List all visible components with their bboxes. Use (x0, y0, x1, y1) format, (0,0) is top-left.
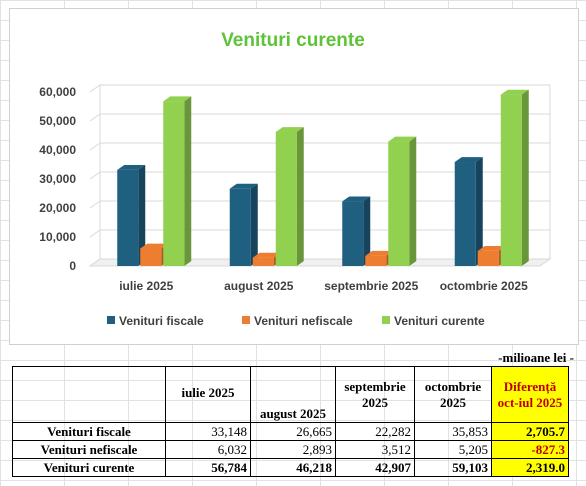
legend-swatch (382, 316, 390, 324)
bar-side (250, 183, 258, 266)
data-table: iulie 2025 august 2025 septembrie 2025 o… (12, 366, 569, 477)
x-tick-label: septembrie 2025 (324, 279, 418, 293)
bar-top (140, 243, 169, 249)
table-header-empty (12, 366, 166, 423)
row-label: Venituri curente (12, 458, 166, 477)
bar (252, 257, 274, 266)
table-header-col: octombrie 2025 (414, 366, 492, 423)
bar-top (117, 164, 146, 170)
bar-chart: Venituri curente 0 10,000 20,000 30,000 40,00… (39, 30, 552, 328)
x-tick-label: august 2025 (224, 279, 294, 293)
table-cell: 2,893 (250, 440, 336, 459)
bar (500, 94, 522, 266)
table-cell: 6,032 (165, 440, 251, 459)
unit-note: -milioane lei - (498, 350, 574, 365)
bar (229, 188, 251, 266)
bar-top (252, 252, 281, 258)
table-cell: 56,784 (165, 458, 251, 477)
table-cell: 46,218 (250, 458, 336, 477)
legend-label: Venituri curente (394, 314, 485, 328)
bar (388, 141, 410, 266)
bar-side (296, 127, 304, 266)
table-cell: 22,282 (335, 422, 415, 441)
table-row: Venituri fiscale 33,148 26,665 22,282 35… (12, 422, 569, 441)
bar-side (138, 164, 146, 266)
table-cell: 35,853 (414, 422, 492, 441)
bar (140, 248, 162, 266)
table-row: Venituri nefiscale 6,032 2,893 3,512 5,2… (12, 440, 569, 459)
table-cell: 59,103 (414, 458, 492, 477)
gridline-depth (89, 200, 101, 209)
x-tick-label: octombrie 2025 (440, 279, 528, 293)
gridline-depth (89, 142, 101, 151)
y-tick-label: 40,000 (39, 143, 76, 157)
bar-side (409, 136, 417, 266)
bar-side (184, 96, 192, 267)
table-cell: 33,148 (165, 422, 251, 441)
diff-cell: -827.3 (491, 440, 569, 459)
row-label: Venituri nefiscale (12, 440, 166, 459)
bar-top (275, 127, 304, 132)
legend-label: Venituri nefiscale (254, 314, 353, 328)
bar (477, 250, 499, 266)
legend-label: Venituri fiscale (119, 314, 204, 328)
gridline-depth (89, 229, 101, 238)
table-cell: 5,205 (414, 440, 492, 459)
table-header-col: august 2025 (250, 366, 336, 423)
bar-top (163, 96, 192, 102)
chart-area: Venituri curente 0 10,000 20,000 30,000 40,00… (9, 8, 579, 345)
bar-top (500, 89, 529, 95)
row-label: Venituri fiscale (12, 422, 166, 441)
y-tick-label: 0 (69, 259, 76, 273)
gridline-depth (89, 84, 101, 93)
bar-top (342, 196, 371, 202)
bar-top (388, 136, 417, 142)
y-tick-label: 20,000 (39, 201, 76, 215)
table-header-diff: Diferență oct-iul 2025 (491, 366, 569, 423)
gridline-depth (89, 258, 101, 267)
bar-top (454, 157, 483, 163)
bar-top (365, 250, 394, 256)
table-cell: 42,907 (335, 458, 415, 477)
diff-cell: 2,705.7 (491, 422, 569, 441)
bar-top (477, 246, 506, 251)
bar (163, 101, 185, 266)
table-cell: 26,665 (250, 422, 336, 441)
y-tick-label: 10,000 (39, 230, 76, 244)
bar (454, 162, 476, 266)
bar-side (363, 196, 371, 266)
table-cell: 3,512 (335, 440, 415, 459)
x-tick-label: iulie 2025 (119, 279, 173, 293)
table-header-col: iulie 2025 (165, 366, 251, 423)
bar-top (229, 183, 258, 189)
diff-cell: 2,319.0 (491, 458, 569, 477)
bar (365, 255, 387, 266)
legend-swatch (242, 316, 250, 324)
bar-side (521, 89, 529, 267)
chart-title: Venituri curente (221, 30, 365, 51)
bar (117, 169, 139, 266)
bar (342, 201, 364, 266)
bar (275, 131, 297, 266)
table-row: Venituri curente 56,784 46,218 42,907 59… (12, 458, 569, 477)
legend-swatch (107, 316, 115, 324)
gridline-depth (89, 171, 101, 180)
y-tick-label: 60,000 (39, 85, 76, 99)
y-tick-label: 50,000 (39, 114, 76, 128)
y-tick-label: 30,000 (39, 172, 76, 186)
gridline-depth (89, 113, 101, 122)
table-header-col: septembrie 2025 (335, 366, 415, 423)
bar-side (475, 157, 483, 266)
